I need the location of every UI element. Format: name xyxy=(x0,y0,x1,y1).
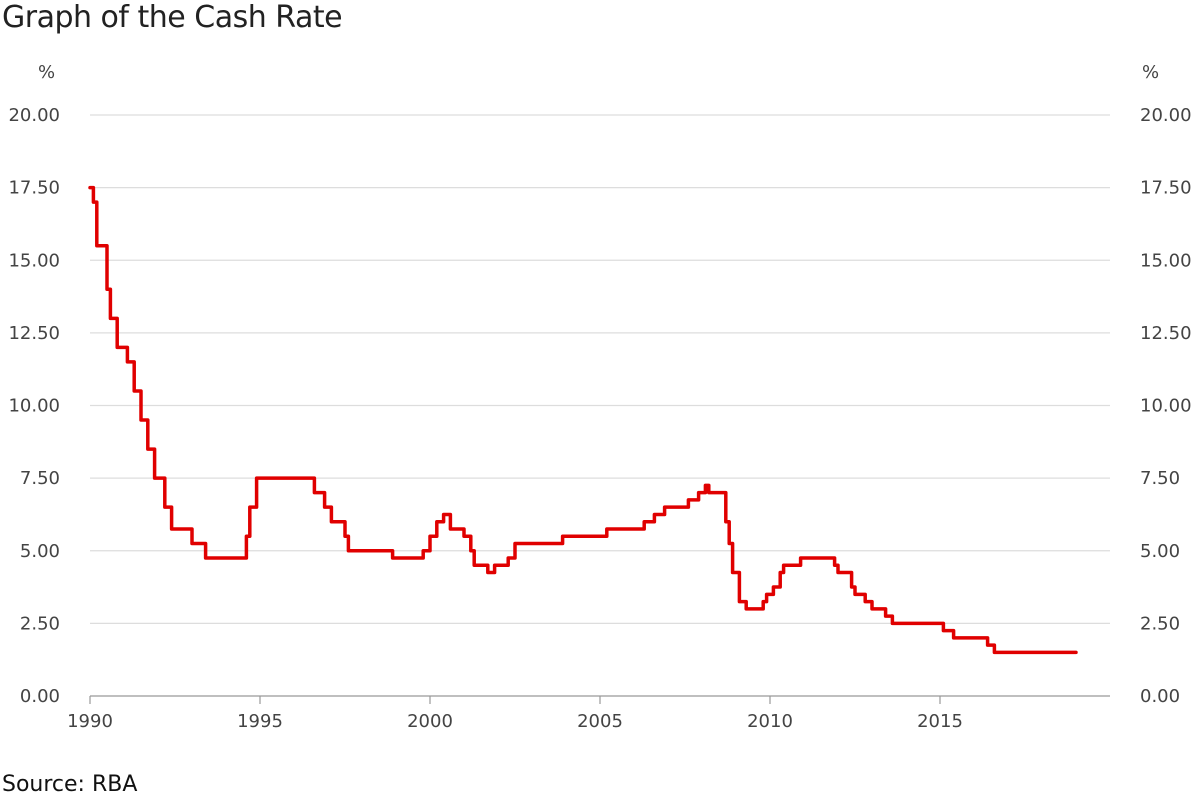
y-tick-label-right: 20.00 xyxy=(1140,105,1192,126)
x-tick-label: 2010 xyxy=(747,711,793,732)
y-axis-left: 0.00 2.50 5.00 7.50 10.00 12.50 15.00 17.50 20.0… xyxy=(8,105,60,707)
x-tick-label: 1990 xyxy=(67,711,113,732)
y-tick-label-right: 10.00 xyxy=(1140,396,1192,417)
y-tick-label-left: 7.50 xyxy=(20,468,60,489)
y-tick-label-right: 7.50 xyxy=(1140,468,1180,489)
y-tick-label-right: 0.00 xyxy=(1140,686,1180,707)
y-tick-label-left: 5.00 xyxy=(20,541,60,562)
y-tick-label-left: 2.50 xyxy=(20,613,60,634)
y-tick-label-right: 5.00 xyxy=(1140,541,1180,562)
x-axis: 1990 1995 2000 2005 2010 2015 xyxy=(67,696,963,732)
y-tick-label-left: 12.50 xyxy=(8,323,60,344)
chart-source: Source: RBA xyxy=(2,772,138,797)
y-tick-label-right: 2.50 xyxy=(1140,613,1180,634)
chart-title: Graph of the Cash Rate xyxy=(2,0,343,35)
y-tick-label-right: 12.50 xyxy=(1140,323,1192,344)
y-unit-left: % xyxy=(38,62,55,83)
y-tick-label-left: 15.00 xyxy=(8,250,60,271)
x-tick-label: 1995 xyxy=(237,711,283,732)
y-tick-label-left: 0.00 xyxy=(20,686,60,707)
y-tick-label-left: 10.00 xyxy=(8,396,60,417)
series-line-cash-rate xyxy=(88,185,1078,655)
series-layer xyxy=(88,185,1078,655)
x-tick-label: 2005 xyxy=(577,711,623,732)
x-tick-label: 2000 xyxy=(407,711,453,732)
x-tick-label: 2015 xyxy=(917,711,963,732)
y-tick-label-right: 15.00 xyxy=(1140,250,1192,271)
y-axis-right: 0.00 2.50 5.00 7.50 10.00 12.50 15.00 17.50 20.0… xyxy=(1140,105,1192,707)
y-tick-label-right: 17.50 xyxy=(1140,178,1192,199)
y-tick-label-left: 17.50 xyxy=(8,178,60,199)
y-unit-right: % xyxy=(1142,62,1159,83)
gridlines xyxy=(90,114,1110,624)
y-tick-label-left: 20.00 xyxy=(8,105,60,126)
